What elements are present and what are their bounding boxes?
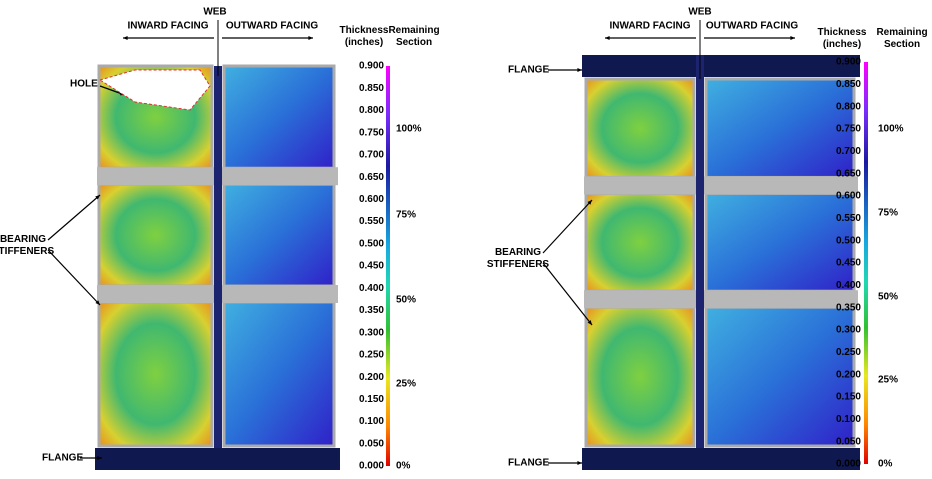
scale-tick-label: 0.500 [836, 235, 861, 246]
scale-tick-label: 0.350 [836, 302, 861, 313]
scale-tick-label: 0.650 [836, 168, 861, 179]
outward-plate [224, 302, 334, 446]
arrow-head [123, 36, 128, 40]
scale-tick-label: 0.050 [359, 438, 384, 449]
scale-tick-label: 0.400 [836, 280, 861, 291]
inward-plate [586, 307, 694, 446]
color-scale [864, 62, 868, 464]
figure: WEB INWARD FACING OUTWARD FACING Thickness(… [0, 0, 932, 474]
annotation: FLANGE [508, 65, 549, 76]
scale-tick-label: 0.650 [359, 172, 384, 183]
inward-label: INWARD FACING [127, 21, 208, 32]
arrow [48, 250, 100, 305]
scale-tick-label: 0.900 [836, 57, 861, 68]
scale-tick-label: 0.350 [359, 305, 384, 316]
scale-tick-label: 0.150 [359, 394, 384, 405]
arrow-head [577, 461, 582, 465]
scale-tick-label: 0.850 [359, 83, 384, 94]
percent-label: 0% [878, 459, 893, 470]
percent-label: 50% [878, 292, 898, 303]
scale-tick-label: 0.250 [359, 350, 384, 361]
scale-tick-label: 0.050 [836, 436, 861, 447]
web-label: WEB [203, 7, 226, 18]
scale-tick-label: 0.100 [359, 416, 384, 427]
outward-label: OUTWARD FACING [706, 21, 798, 32]
percent-label: 0% [396, 461, 411, 472]
scale-tick-label: 0.600 [836, 191, 861, 202]
percent-label: 25% [878, 375, 898, 386]
arrow-head [605, 36, 610, 40]
color-scale [386, 66, 390, 466]
percent-label: 75% [878, 208, 898, 219]
arrow-head [308, 36, 313, 40]
scale-tick-label: 0.250 [836, 347, 861, 358]
scale-tick-label: 0.550 [359, 216, 384, 227]
inward-plate [99, 184, 212, 286]
percent-label: 100% [396, 124, 422, 135]
page: WEB INWARD FACING OUTWARD FACING Thickness(… [0, 0, 932, 479]
percent-label: 100% [878, 124, 904, 135]
scale-tick-label: 0.450 [359, 261, 384, 272]
scale-tick-label: 0.750 [836, 124, 861, 135]
stiffener [584, 290, 858, 308]
thickness-label: Thickness(inches) [340, 25, 389, 48]
arrow-head [577, 68, 582, 72]
scale-tick-label: 0.200 [836, 369, 861, 380]
outward-plate [224, 66, 334, 168]
annotation: FLANGE [42, 453, 83, 464]
annotation: HOLE [70, 79, 98, 90]
scale-tick-label: 0.750 [359, 127, 384, 138]
percent-label: 25% [396, 379, 416, 390]
outward-plate [706, 307, 854, 446]
inward-plate [99, 302, 212, 446]
flange [95, 448, 340, 470]
outward-plate [706, 193, 854, 291]
scale-tick-label: 0.200 [359, 372, 384, 383]
scale-tick-label: 0.800 [359, 105, 384, 116]
web-plate [214, 66, 222, 448]
arrow [48, 195, 100, 240]
scale-tick-label: 0.850 [836, 79, 861, 90]
scale-tick-label: 0.400 [359, 283, 384, 294]
scale-tick-label: 0.100 [836, 414, 861, 425]
scale-tick-label: 0.550 [836, 213, 861, 224]
scale-tick-label: 0.450 [836, 258, 861, 269]
scale-tick-label: 0.700 [359, 150, 384, 161]
scale-tick-label: 0.000 [836, 459, 861, 470]
outward-plate [224, 184, 334, 286]
percent-label: 75% [396, 210, 416, 221]
web-plate [696, 55, 704, 448]
inward-plate [586, 79, 694, 177]
scale-tick-label: 0.500 [359, 238, 384, 249]
scale-tick-label: 0.900 [359, 61, 384, 72]
outward-plate [706, 79, 854, 177]
thickness-label: Thickness(inches) [818, 27, 867, 50]
scale-tick-label: 0.700 [836, 146, 861, 157]
scale-tick-label: 0.800 [836, 101, 861, 112]
percent-label: 50% [396, 295, 416, 306]
web-label: WEB [688, 7, 711, 18]
flange [582, 448, 860, 470]
scale-tick-label: 0.600 [359, 194, 384, 205]
scale-tick-label: 0.150 [836, 392, 861, 403]
inward-label: INWARD FACING [609, 21, 690, 32]
inward-plate [586, 193, 694, 291]
arrow-head [790, 36, 795, 40]
scale-tick-label: 0.300 [836, 325, 861, 336]
flange [582, 55, 860, 77]
stiffener [584, 176, 858, 194]
scale-tick-label: 0.300 [359, 327, 384, 338]
scale-tick-label: 0.000 [359, 461, 384, 472]
annotation: FLANGE [508, 458, 549, 469]
outward-label: OUTWARD FACING [226, 21, 318, 32]
